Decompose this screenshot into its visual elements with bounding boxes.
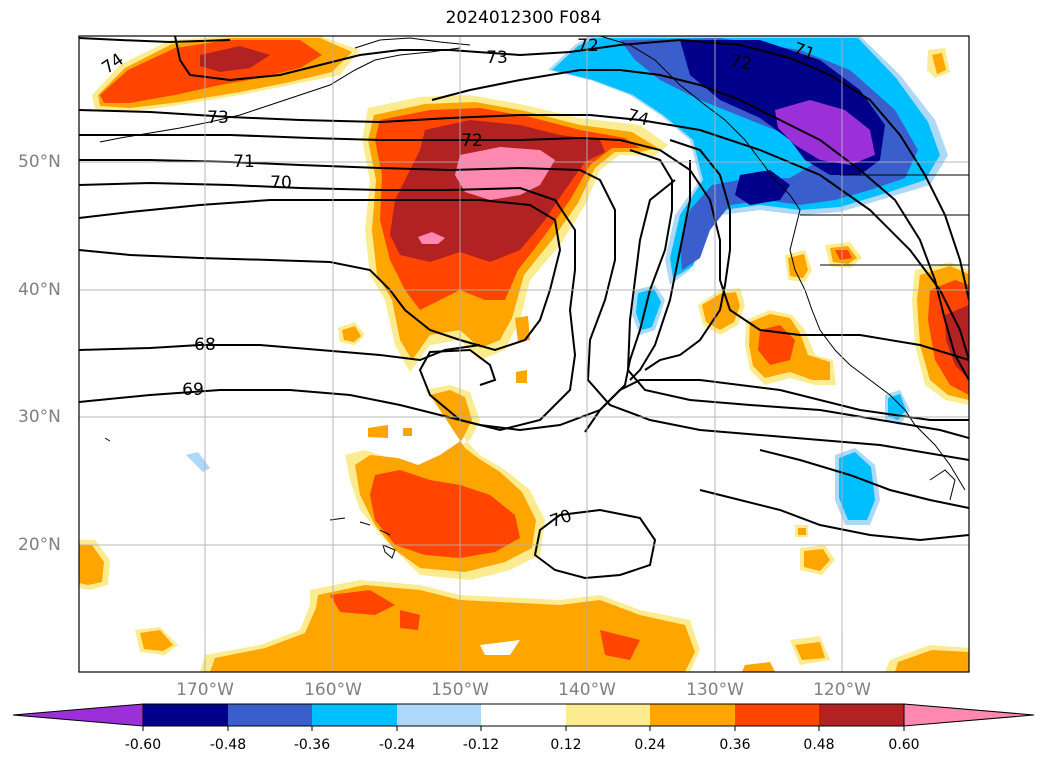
- map-frame: [78, 35, 970, 673]
- contour-label: 69: [182, 380, 204, 400]
- contour-label: 72: [577, 36, 599, 56]
- colorbar-bin: [566, 704, 650, 726]
- colorbar-tick-label: -0.24: [378, 737, 416, 753]
- positive-anomaly-bering: [92, 36, 360, 112]
- colorbar: [12, 703, 1035, 731]
- contour-label: 70: [270, 173, 292, 193]
- colorbar-tick-label: 0.60: [888, 737, 920, 753]
- coastlines: [99, 36, 969, 559]
- map-area: 74 73 73 72 72 72 71 71 70 70 74 68 69: [79, 36, 969, 672]
- colorbar-bin: [819, 704, 904, 726]
- negative-anomaly-northwest: [186, 36, 948, 525]
- colorbar-tick-label: 0.36: [719, 737, 751, 753]
- longitude-label: 160°W: [304, 680, 362, 700]
- longitude-label: 130°W: [686, 680, 744, 700]
- colorbar-tick-label: -0.12: [462, 737, 500, 753]
- contour-label: 73: [486, 48, 508, 68]
- colorbar-tick-label: -0.60: [124, 737, 162, 753]
- colorbar-bin: [397, 704, 481, 726]
- contour-label: 73: [207, 108, 229, 128]
- map-title: 2024012300 F084: [445, 8, 602, 28]
- latitude-label: 40°N: [18, 280, 61, 300]
- colorbar-tick-label: -0.36: [293, 737, 331, 753]
- colorbar-tick-label: -0.48: [209, 737, 247, 753]
- longitude-label: 120°W: [813, 680, 871, 700]
- contour-label: 72: [461, 131, 483, 151]
- graticule: [79, 36, 969, 672]
- positive-anomaly-coast: [698, 48, 969, 672]
- contour-label: 71: [233, 152, 255, 172]
- colorbar-bin: [735, 704, 819, 726]
- colorbar-bin: [228, 704, 312, 726]
- colorbar-tick-label: 0.24: [634, 737, 666, 753]
- colorbar-tick-label: 0.12: [550, 737, 582, 753]
- latitude-label: 20°N: [18, 535, 61, 555]
- colorbar-extend-high: [903, 703, 1035, 727]
- colorbar-bin: [312, 704, 397, 726]
- positive-anomaly-north: [362, 95, 668, 372]
- colorbar-tick-label: 0.48: [803, 737, 835, 753]
- colorbar-bin: [650, 704, 735, 726]
- colorbar-bin: [481, 704, 566, 726]
- longitude-label: 150°W: [431, 680, 489, 700]
- contour-label: 68: [194, 335, 216, 355]
- latitude-label: 50°N: [18, 152, 61, 172]
- latitude-label: 30°N: [18, 407, 61, 427]
- longitude-label: 170°W: [176, 680, 234, 700]
- longitude-label: 140°W: [558, 680, 616, 700]
- contour-label: 72: [729, 51, 754, 74]
- positive-anomaly-subtropical: [79, 316, 700, 672]
- colorbar-bin: [143, 704, 228, 726]
- colorbar-extend-low: [12, 703, 144, 727]
